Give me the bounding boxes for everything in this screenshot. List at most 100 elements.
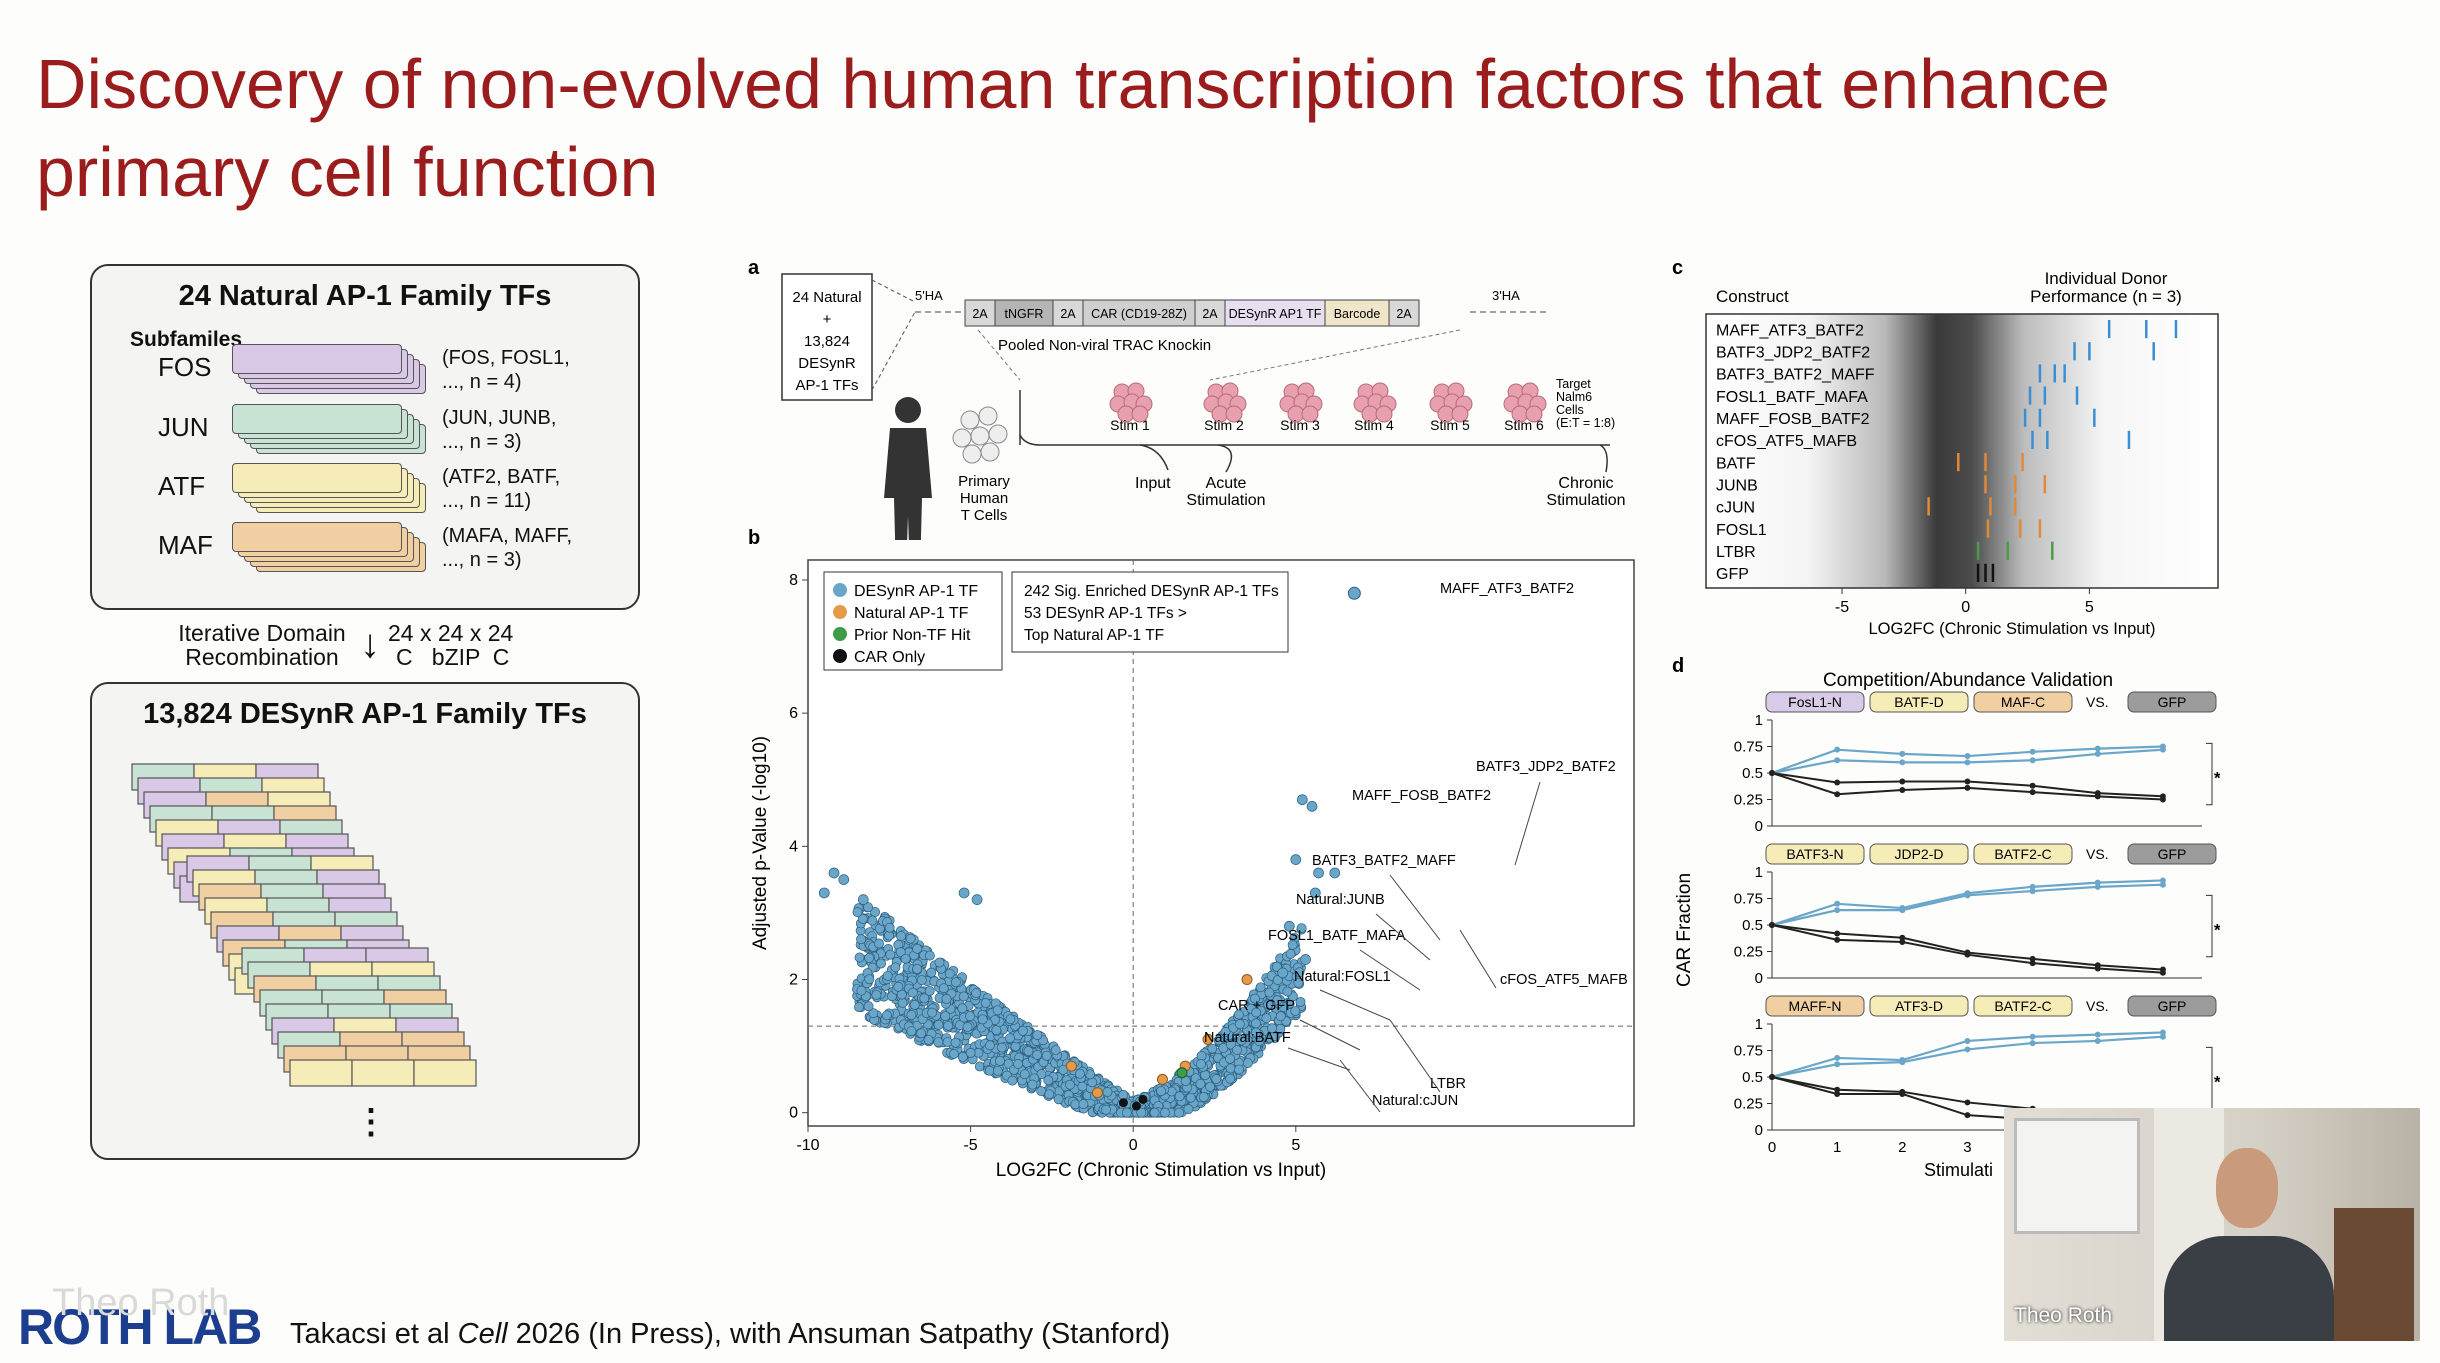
x-tick-label: -5 (1835, 599, 1849, 616)
desynr-point (1160, 1107, 1170, 1118)
citation-journal: Cell (457, 1318, 508, 1350)
desynr-point (1023, 1046, 1034, 1057)
subfamily-note: ..., n = 11) (442, 490, 532, 512)
desynr-point (906, 1010, 917, 1020)
series-point (1834, 930, 1841, 937)
y-tick-label: 0 (1755, 970, 1763, 987)
series-point (2094, 1037, 2101, 1044)
x-tick-label: 1 (1833, 1139, 1841, 1156)
series-point (2029, 1033, 2036, 1040)
presenter-webcam: Theo Roth (2004, 1108, 2420, 1341)
desynr-point (1283, 920, 1295, 932)
desynr-point (934, 957, 945, 968)
desynr-point (905, 933, 916, 944)
desynr-point (895, 947, 906, 958)
desynr-point (1296, 923, 1307, 934)
subfamily-name-jun: JUN (158, 412, 209, 442)
y-tick-label: 0.5 (1742, 765, 1763, 782)
desynr-point (864, 953, 875, 963)
series-point (1769, 770, 1775, 776)
panel-d-competition: d Competition/Abundance Validation CAR Fra… (1672, 655, 2220, 1180)
logo-text: ROTH LAB (18, 1299, 262, 1355)
desynr-point (852, 907, 863, 918)
recomb-count: 24 x 24 x 24 (388, 620, 514, 646)
annotation-leader (1514, 781, 1541, 866)
desynr-point (1200, 1070, 1211, 1080)
desynr-point (919, 993, 930, 1004)
desynr-point (1213, 1035, 1224, 1046)
domain-segment (413, 1059, 477, 1087)
desynr-point (1207, 1043, 1218, 1054)
x-tick-label: 3 (1963, 1139, 1971, 1156)
desynr-point (896, 931, 907, 942)
series-point (1834, 779, 1841, 786)
desynr-point (867, 915, 878, 926)
desynr-point (900, 953, 911, 964)
x-tick-label: 5 (1291, 1137, 1300, 1154)
webcam-whiteboard (2014, 1118, 2140, 1234)
desynr-point (1282, 986, 1293, 997)
library-text: + (823, 311, 832, 328)
control-chip (2127, 995, 2217, 1017)
subfamily-note: (FOS, FOSL1, (442, 347, 570, 369)
desynr-point (1013, 1059, 1023, 1069)
series-point (1834, 900, 1841, 907)
desynr-point (912, 943, 923, 954)
desynr-point (1174, 1091, 1185, 1102)
volcano-annotation: BATF3_JDP2_BATF2 (1476, 759, 1616, 775)
desynr-point (927, 1007, 938, 1018)
desynr-point (1100, 1104, 1111, 1115)
car-only-point (1118, 1098, 1128, 1108)
desynr-point (1294, 967, 1305, 978)
x-axis-label: LOG2FC (Chronic Stimulation vs Input) (996, 1160, 1327, 1180)
desynr-point (1272, 995, 1283, 1006)
knockin-link (977, 329, 1461, 381)
desynr-point (1007, 1075, 1018, 1086)
subfamily-note: ..., n = 3) (442, 549, 522, 571)
desynr-point (1267, 1023, 1277, 1034)
desynr-point (933, 1037, 944, 1048)
volcano-annotation: MAFF_ATF3_BATF2 (1440, 581, 1574, 597)
desynr-point (1313, 867, 1324, 879)
desynr-point (941, 994, 952, 1004)
y-tick-label: 1 (1755, 864, 1763, 881)
chronic-label: Stimulation (1546, 492, 1625, 509)
desynr-point (1149, 1107, 1160, 1118)
construct-segment (1082, 299, 1196, 327)
domain-chip-label: BATF3-N (1786, 846, 1843, 862)
volcano-annotation: BATF3_BATF2_MAFF (1312, 853, 1456, 869)
desynr-point (828, 867, 840, 879)
domain-chip (1973, 691, 2073, 713)
desynr-point (1078, 1099, 1089, 1110)
domain-chip (1973, 843, 2073, 865)
maff-atf3-batf2-point (1347, 586, 1361, 600)
subfamily-bar (232, 463, 402, 493)
series-point (1964, 1112, 1971, 1119)
desynr-point (1295, 996, 1306, 1007)
desynr-point (1053, 1094, 1064, 1105)
desynr-point (1195, 1078, 1206, 1089)
chronic-arrow (1599, 444, 1608, 473)
timeline (1019, 434, 1610, 446)
desynr-point (907, 987, 918, 998)
recomb-label-2: Recombination (185, 644, 339, 670)
construct-name: FOSL1_BATF_MAFA (1716, 389, 1868, 406)
desynr-point (950, 977, 961, 988)
desynr-point (1122, 1107, 1132, 1118)
desynr-point (897, 997, 908, 1008)
desynr-point (1065, 1079, 1075, 1090)
series-point (1964, 951, 1971, 958)
desynr-point (1249, 993, 1260, 1004)
natural-tf-point (1156, 1073, 1168, 1085)
y-tick-label: 8 (789, 572, 798, 589)
presenter-name-overlay: Theo Roth (52, 1282, 230, 1324)
ha3-label: 3'HA (1492, 288, 1520, 303)
domain-chip (1765, 843, 1865, 865)
series-point (1899, 786, 1906, 793)
legend-swatch (833, 627, 847, 641)
legend-swatch (833, 649, 847, 663)
construct-name: GFP (1716, 566, 1749, 583)
construct-name: JUNB (1716, 477, 1758, 494)
y-tick-label: 0.25 (1734, 944, 1763, 961)
